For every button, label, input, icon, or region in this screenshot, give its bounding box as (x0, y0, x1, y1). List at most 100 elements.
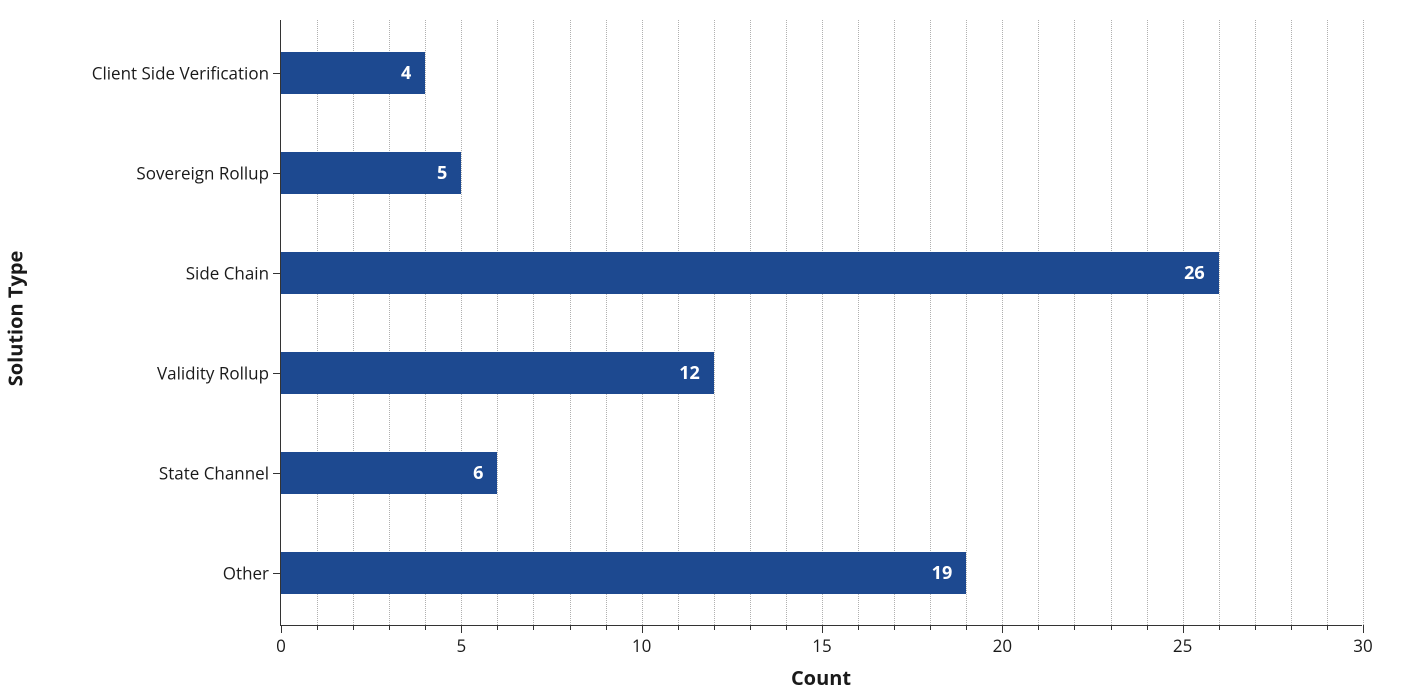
bar (281, 152, 461, 194)
bar-value-label: 4 (401, 61, 425, 85)
gridline (1291, 20, 1292, 625)
x-tick-minor (1255, 625, 1256, 630)
x-tick-minor (1038, 625, 1039, 630)
x-tick-minor (1147, 625, 1148, 630)
bar (281, 352, 714, 394)
y-axis-title: Solution Type (2, 250, 29, 386)
gridline (750, 20, 751, 625)
x-tick-major (281, 625, 282, 633)
gridline (1219, 20, 1220, 625)
gridline (353, 20, 354, 625)
bar-chart: Solution Type 051015202530Client Side Ve… (0, 0, 1402, 696)
x-tick-minor (930, 625, 931, 630)
gridline (714, 20, 715, 625)
x-tick-major (1183, 625, 1184, 633)
bar-value-label: 19 (932, 561, 967, 585)
y-axis-title-wrap: Solution Type (0, 0, 30, 636)
bar-value-label: 6 (473, 461, 497, 485)
x-tick-major (461, 625, 462, 633)
gridline (1147, 20, 1148, 625)
x-tick-label: 20 (993, 634, 1012, 657)
bar (281, 452, 497, 494)
y-tick (273, 373, 281, 374)
bar-row: Side Chain26 (281, 252, 1219, 294)
x-tick-minor (533, 625, 534, 630)
plot-area: 051015202530Client Side Verification4Sov… (280, 20, 1362, 626)
category-label: Client Side Verification (92, 62, 269, 85)
gridline (461, 20, 462, 625)
y-tick (273, 473, 281, 474)
x-tick-minor (353, 625, 354, 630)
x-tick-minor (1111, 625, 1112, 630)
x-tick-minor (570, 625, 571, 630)
bar-row: Validity Rollup12 (281, 352, 714, 394)
x-tick-minor (750, 625, 751, 630)
gridline (678, 20, 679, 625)
x-tick-major (1002, 625, 1003, 633)
x-tick-minor (858, 625, 859, 630)
category-label: Side Chain (186, 262, 269, 285)
y-tick (273, 73, 281, 74)
bar-value-label: 5 (437, 161, 461, 185)
x-tick-minor (678, 625, 679, 630)
x-tick-minor (1219, 625, 1220, 630)
y-tick (273, 273, 281, 274)
gridline (1002, 20, 1003, 625)
gridline (930, 20, 931, 625)
x-tick-minor (1327, 625, 1328, 630)
y-tick (273, 573, 281, 574)
gridline (317, 20, 318, 625)
gridline (822, 20, 823, 625)
gridline (1074, 20, 1075, 625)
x-tick-minor (389, 625, 390, 630)
bar-value-label: 12 (679, 361, 714, 385)
gridline (533, 20, 534, 625)
gridline (894, 20, 895, 625)
gridline (642, 20, 643, 625)
bar (281, 552, 966, 594)
gridline (1183, 20, 1184, 625)
gridline (606, 20, 607, 625)
x-tick-label: 30 (1353, 634, 1372, 657)
x-tick-minor (786, 625, 787, 630)
y-tick (273, 173, 281, 174)
x-tick-minor (497, 625, 498, 630)
category-label: Sovereign Rollup (136, 162, 269, 185)
category-label: State Channel (159, 462, 269, 485)
gridline (425, 20, 426, 625)
bar-row: Other19 (281, 552, 966, 594)
gridline (497, 20, 498, 625)
category-label: Validity Rollup (157, 362, 269, 385)
gridline (570, 20, 571, 625)
gridline (1255, 20, 1256, 625)
x-tick-major (1363, 625, 1364, 633)
x-axis-title: Count (280, 664, 1362, 691)
gridline (1363, 20, 1364, 625)
bar-value-label: 26 (1184, 261, 1219, 285)
category-label: Other (223, 562, 269, 585)
x-tick-label: 10 (632, 634, 651, 657)
gridline (1038, 20, 1039, 625)
x-tick-minor (606, 625, 607, 630)
x-tick-minor (1291, 625, 1292, 630)
bar (281, 252, 1219, 294)
gridline (966, 20, 967, 625)
x-tick-major (822, 625, 823, 633)
x-tick-minor (894, 625, 895, 630)
gridline (1111, 20, 1112, 625)
bar-row: Client Side Verification4 (281, 52, 425, 94)
bar-row: State Channel6 (281, 452, 497, 494)
gridline (858, 20, 859, 625)
x-tick-label: 15 (812, 634, 831, 657)
gridline (389, 20, 390, 625)
bar-row: Sovereign Rollup5 (281, 152, 461, 194)
x-tick-minor (966, 625, 967, 630)
x-tick-label: 5 (456, 634, 466, 657)
x-tick-major (642, 625, 643, 633)
x-tick-minor (1074, 625, 1075, 630)
x-tick-label: 0 (276, 634, 286, 657)
x-tick-minor (317, 625, 318, 630)
x-tick-label: 25 (1173, 634, 1192, 657)
gridline (786, 20, 787, 625)
x-tick-minor (714, 625, 715, 630)
